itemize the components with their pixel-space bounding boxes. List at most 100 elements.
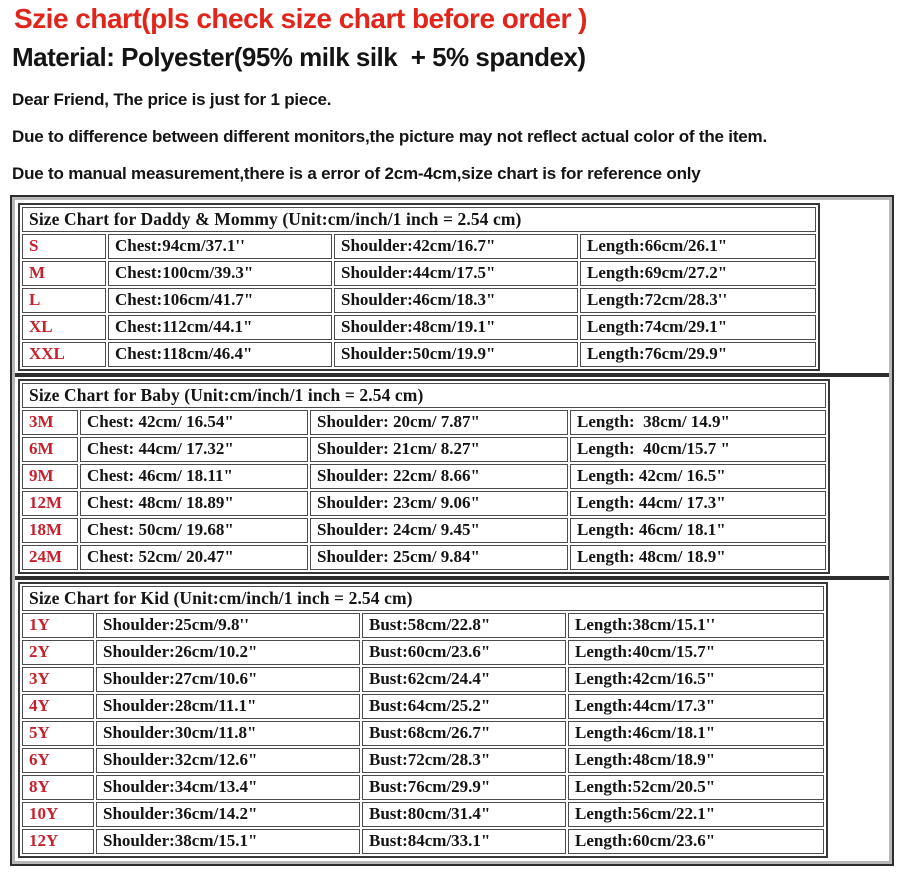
measurement-cell: Bust:62cm/24.4" bbox=[362, 667, 566, 692]
measurement-cell: Length:66cm/26.1" bbox=[580, 234, 816, 259]
measurement-cell: Shoulder:34cm/13.4" bbox=[96, 775, 360, 800]
measurement-cell: Length:42cm/16.5" bbox=[568, 667, 824, 692]
measurement-cell: Shoulder:30cm/11.8" bbox=[96, 721, 360, 746]
table-row: 2Y Shoulder:26cm/10.2" Bust:60cm/23.6" Leng… bbox=[22, 640, 824, 665]
table-row: 24M Chest: 52cm/ 20.47" Shoulder: 25cm/ 9.… bbox=[22, 545, 826, 570]
table-row: 4Y Shoulder:28cm/11.1" Bust:64cm/25.2" Leng… bbox=[22, 694, 824, 719]
measurement-cell: Shoulder: 25cm/ 9.84" bbox=[310, 545, 568, 570]
size-label: 3M bbox=[22, 410, 78, 435]
measurement-cell: Chest:106cm/41.7" bbox=[108, 288, 332, 313]
table-header-row: Size Chart for Kid (Unit:cm/inch/1 inch … bbox=[22, 586, 824, 611]
measurement-cell: Length: 44cm/ 17.3" bbox=[570, 491, 826, 516]
size-label: 24M bbox=[22, 545, 78, 570]
size-label: 2Y bbox=[22, 640, 94, 665]
measurement-cell: Chest: 48cm/ 18.89" bbox=[80, 491, 308, 516]
table-row: 12M Chest: 48cm/ 18.89" Shoulder: 23cm/ 9.… bbox=[22, 491, 826, 516]
size-label: 9M bbox=[22, 464, 78, 489]
table-separator bbox=[15, 576, 889, 580]
size-chart-page: Szie chart(pls check size chart before o… bbox=[0, 3, 904, 866]
measurement-cell: Shoulder:44cm/17.5" bbox=[334, 261, 578, 286]
table-row: 6M Chest: 44cm/ 17.32" Shoulder: 21cm/ 8.2… bbox=[22, 437, 826, 462]
size-table-baby: Size Chart for Baby (Unit:cm/inch/1 inch… bbox=[18, 379, 830, 574]
measurement-cell: Bust:84cm/33.1" bbox=[362, 829, 566, 854]
size-label: S bbox=[22, 234, 106, 259]
size-charts-container: Size Chart for Daddy & Mommy (Unit:cm/in… bbox=[12, 197, 892, 864]
size-label: 4Y bbox=[22, 694, 94, 719]
measurement-cell: Length:76cm/29.9" bbox=[580, 342, 816, 367]
measurement-cell: Shoulder:42cm/16.7" bbox=[334, 234, 578, 259]
measurement-cell: Bust:64cm/25.2" bbox=[362, 694, 566, 719]
table-title-kid: Size Chart for Kid (Unit:cm/inch/1 inch … bbox=[22, 586, 824, 611]
size-label: 3Y bbox=[22, 667, 94, 692]
table-row: 3Y Shoulder:27cm/10.6" Bust:62cm/24.4" Leng… bbox=[22, 667, 824, 692]
measurement-cell: Shoulder: 22cm/ 8.66" bbox=[310, 464, 568, 489]
measurement-cell: Shoulder:46cm/18.3" bbox=[334, 288, 578, 313]
page-title: Szie chart(pls check size chart before o… bbox=[14, 3, 587, 34]
measurement-cell: Shoulder:25cm/9.8'' bbox=[96, 613, 360, 638]
measurement-cell: Chest: 46cm/ 18.11" bbox=[80, 464, 308, 489]
table-row: 18M Chest: 50cm/ 19.68" Shoulder: 24cm/ 9.… bbox=[22, 518, 826, 543]
measurement-cell: Shoulder:50cm/19.9" bbox=[334, 342, 578, 367]
size-label: 6Y bbox=[22, 748, 94, 773]
note-monitor-disclaimer: Due to difference between different moni… bbox=[12, 127, 767, 146]
material-line: Material: Polyester(95% milk silk + 5% s… bbox=[12, 42, 586, 72]
measurement-cell: Shoulder:48cm/19.1" bbox=[334, 315, 578, 340]
measurement-cell: Length:44cm/17.3" bbox=[568, 694, 824, 719]
table-separator bbox=[15, 373, 889, 377]
measurement-cell: Shoulder: 23cm/ 9.06" bbox=[310, 491, 568, 516]
size-label: XL bbox=[22, 315, 106, 340]
table-row: M Chest:100cm/39.3" Shoulder:44cm/17.5" Len… bbox=[22, 261, 816, 286]
size-label: 10Y bbox=[22, 802, 94, 827]
size-label: 5Y bbox=[22, 721, 94, 746]
table-title-baby: Size Chart for Baby (Unit:cm/inch/1 inch… bbox=[22, 383, 826, 408]
measurement-cell: Shoulder:26cm/10.2" bbox=[96, 640, 360, 665]
table-row: L Chest:106cm/41.7" Shoulder:46cm/18.3" Len… bbox=[22, 288, 816, 313]
table-row: 1Y Shoulder:25cm/9.8'' Bust:58cm/22.8" Leng… bbox=[22, 613, 824, 638]
measurement-cell: Length: 40cm/15.7 " bbox=[570, 437, 826, 462]
measurement-cell: Length:46cm/18.1" bbox=[568, 721, 824, 746]
measurement-cell: Bust:72cm/28.3" bbox=[362, 748, 566, 773]
measurement-cell: Bust:68cm/26.7" bbox=[362, 721, 566, 746]
size-label: 12M bbox=[22, 491, 78, 516]
measurement-cell: Shoulder: 20cm/ 7.87" bbox=[310, 410, 568, 435]
size-table-kid: Size Chart for Kid (Unit:cm/inch/1 inch … bbox=[18, 582, 828, 858]
size-label: L bbox=[22, 288, 106, 313]
measurement-cell: Chest: 44cm/ 17.32" bbox=[80, 437, 308, 462]
table-row: S Chest:94cm/37.1'' Shoulder:42cm/16.7" Len… bbox=[22, 234, 816, 259]
measurement-cell: Chest: 50cm/ 19.68" bbox=[80, 518, 308, 543]
size-label: M bbox=[22, 261, 106, 286]
measurement-cell: Length:69cm/27.2" bbox=[580, 261, 816, 286]
size-label: 1Y bbox=[22, 613, 94, 638]
measurement-cell: Shoulder:36cm/14.2" bbox=[96, 802, 360, 827]
table-title-daddy-mommy: Size Chart for Daddy & Mommy (Unit:cm/in… bbox=[22, 207, 816, 232]
measurement-cell: Bust:58cm/22.8" bbox=[362, 613, 566, 638]
measurement-cell: Length: 46cm/ 18.1" bbox=[570, 518, 826, 543]
note-measurement-disclaimer: Due to manual measurement,there is a err… bbox=[12, 164, 701, 183]
measurement-cell: Shoulder:38cm/15.1" bbox=[96, 829, 360, 854]
size-label: XXL bbox=[22, 342, 106, 367]
table-row: 10Y Shoulder:36cm/14.2" Bust:80cm/31.4" Len… bbox=[22, 802, 824, 827]
measurement-cell: Length:40cm/15.7" bbox=[568, 640, 824, 665]
measurement-cell: Shoulder:28cm/11.1" bbox=[96, 694, 360, 719]
table-row: 6Y Shoulder:32cm/12.6" Bust:72cm/28.3" Leng… bbox=[22, 748, 824, 773]
measurement-cell: Length: 48cm/ 18.9" bbox=[570, 545, 826, 570]
measurement-cell: Length:38cm/15.1'' bbox=[568, 613, 824, 638]
table-row: XXL Chest:118cm/46.4" Shoulder:50cm/19.9" L… bbox=[22, 342, 816, 367]
measurement-cell: Chest:118cm/46.4" bbox=[108, 342, 332, 367]
measurement-cell: Shoulder: 24cm/ 9.45" bbox=[310, 518, 568, 543]
measurement-cell: Length:56cm/22.1" bbox=[568, 802, 824, 827]
measurement-cell: Shoulder:32cm/12.6" bbox=[96, 748, 360, 773]
measurement-cell: Chest:94cm/37.1'' bbox=[108, 234, 332, 259]
table-header-row: Size Chart for Baby (Unit:cm/inch/1 inch… bbox=[22, 383, 826, 408]
size-label: 8Y bbox=[22, 775, 94, 800]
size-label: 12Y bbox=[22, 829, 94, 854]
table-row: 12Y Shoulder:38cm/15.1" Bust:84cm/33.1" Len… bbox=[22, 829, 824, 854]
measurement-cell: Bust:80cm/31.4" bbox=[362, 802, 566, 827]
measurement-cell: Length:72cm/28.3'' bbox=[580, 288, 816, 313]
size-label: 6M bbox=[22, 437, 78, 462]
measurement-cell: Bust:76cm/29.9" bbox=[362, 775, 566, 800]
measurement-cell: Length:52cm/20.5" bbox=[568, 775, 824, 800]
measurement-cell: Chest:112cm/44.1" bbox=[108, 315, 332, 340]
measurement-cell: Shoulder: 21cm/ 8.27" bbox=[310, 437, 568, 462]
measurement-cell: Chest: 42cm/ 16.54" bbox=[80, 410, 308, 435]
